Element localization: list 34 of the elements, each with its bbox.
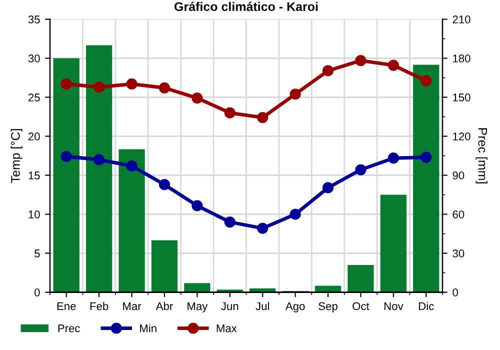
y-tick-label: 10 <box>28 210 40 218</box>
y2-tick-label: 150 <box>453 94 470 102</box>
y-tick-label: 20 <box>28 132 40 140</box>
y-tick-label: 15 <box>28 172 40 180</box>
y2-tick-label: 0 <box>452 288 458 296</box>
x-tick-label: Mar <box>123 302 142 310</box>
x-tick-label: Ene <box>57 302 76 310</box>
y-tick-label: 35 <box>28 16 40 24</box>
x-tick-label: Feb <box>90 302 108 310</box>
y2-tick-label: 180 <box>453 54 470 62</box>
x-tick-label: Jul <box>256 302 269 310</box>
y-axis-title: Temp [°C] <box>10 129 22 183</box>
y2-axis-title: Prec [mm] <box>476 128 488 184</box>
y-tick-label: 25 <box>28 94 40 102</box>
y2-tick-label: 210 <box>452 16 470 24</box>
x-tick-label: Abr <box>156 302 173 310</box>
y-tick-label: 30 <box>28 54 40 62</box>
x-tick-label: Jun <box>221 302 238 310</box>
y2-tick-label: 90 <box>452 172 464 180</box>
x-tick-label: May <box>188 302 208 312</box>
chart-title: Gráfico climático - Karoi <box>174 2 318 12</box>
x-tick-label: Dic <box>419 302 434 310</box>
legend-label: Min <box>140 324 156 332</box>
x-tick-label: Oct <box>352 302 370 310</box>
y-tick-label: 0 <box>34 288 40 296</box>
y2-tick-label: 30 <box>452 250 464 258</box>
legend-label: Max <box>216 324 237 332</box>
x-tick-label: Nov <box>384 302 404 310</box>
x-tick-label: Ago <box>285 302 305 312</box>
y-tick-label: 5 <box>34 250 40 258</box>
x-tick-label: Sep <box>318 302 338 312</box>
y2-tick-label: 120 <box>453 132 470 140</box>
y2-tick-label: 60 <box>452 210 464 218</box>
legend-label: Prec <box>58 324 80 332</box>
